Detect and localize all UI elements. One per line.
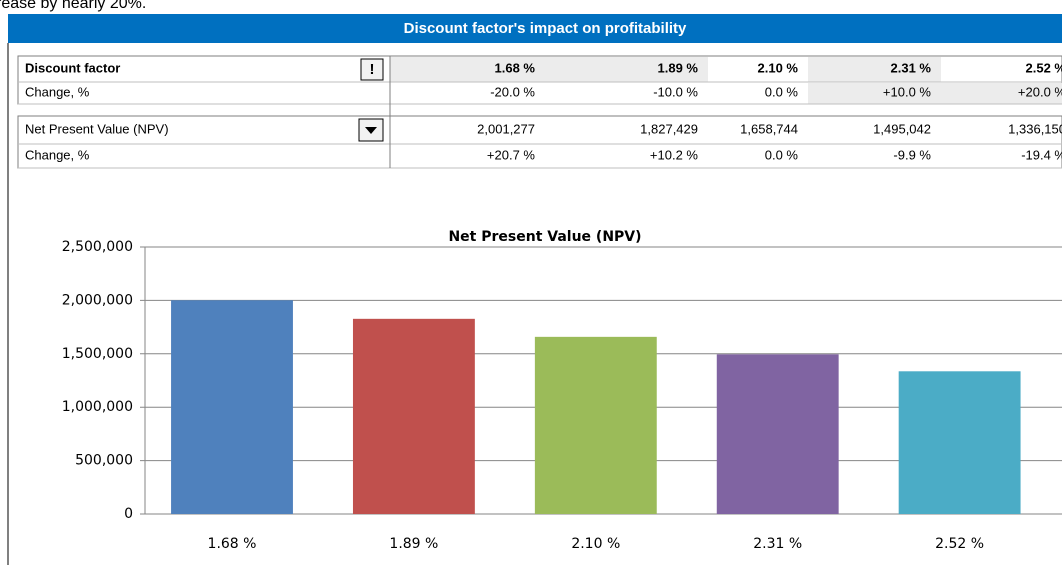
- cell: 0.0 %: [765, 147, 799, 162]
- cell: -20.0 %: [490, 84, 535, 99]
- y-tick-label: 1,500,000: [62, 346, 133, 362]
- cell: +20.7 %: [487, 147, 536, 162]
- cell-shade: [545, 57, 708, 82]
- table-bg-bottom: [17, 115, 1062, 169]
- row-label: Change, %: [25, 84, 90, 99]
- chart-title: Net Present Value (NPV): [448, 229, 641, 245]
- x-tick-label: 1.68 %: [208, 536, 257, 552]
- header-bar: [8, 14, 1062, 43]
- cell: +10.2 %: [650, 147, 699, 162]
- bar: [534, 336, 657, 514]
- cell: 1,336,150: [1008, 121, 1062, 136]
- cell: 2,001,277: [477, 121, 535, 136]
- chart: Net Present Value (NPV) 0 500,000 1,000,000…: [62, 229, 1062, 552]
- x-tick-label: 2.52 %: [935, 536, 984, 552]
- y-tick-label: 1,000,000: [62, 399, 133, 415]
- x-tick-label: 1.89 %: [389, 536, 438, 552]
- bar: [171, 300, 293, 514]
- cell: 2.52 %: [1026, 60, 1062, 75]
- y-tick-label: 2,500,000: [62, 239, 133, 255]
- cell: 0.0 %: [765, 84, 799, 99]
- header-title: Discount factor's impact on profitabilit…: [404, 20, 687, 37]
- cell: -19.4 %: [1021, 147, 1062, 162]
- info-button[interactable]: [360, 58, 384, 81]
- row-label: Change, %: [25, 147, 90, 162]
- cell: +20.0 %: [1018, 84, 1062, 99]
- cell-shade: [941, 83, 1062, 104]
- bar: [716, 354, 839, 514]
- cell: 1.89 %: [658, 60, 699, 75]
- cell: 1,495,042: [873, 121, 931, 136]
- intro-text: rease by nearly 20%.: [0, 0, 146, 12]
- cell: -10.0 %: [653, 84, 698, 99]
- cell: 1,658,744: [740, 121, 798, 136]
- cell: 2.31 %: [891, 60, 932, 75]
- dropdown-arrow: [365, 127, 377, 134]
- cell-shade: [390, 57, 545, 82]
- x-tick-label: 2.31 %: [753, 536, 802, 552]
- cell: -9.9 %: [893, 147, 931, 162]
- x-tick-label: 2.10 %: [571, 536, 620, 552]
- cell: 2.10 %: [758, 60, 799, 75]
- cell-shade: [808, 57, 941, 82]
- cell: 1,827,429: [640, 121, 698, 136]
- info-button-label: !: [370, 61, 375, 78]
- table: Discount factor 1.68 % 1.89 % 2.10 % 2.31 % 2…: [17, 55, 1062, 169]
- y-tick-label: 0: [124, 506, 133, 522]
- bar: [898, 371, 1021, 514]
- row-label: Net Present Value (NPV): [25, 121, 169, 136]
- row-label: Discount factor: [25, 60, 120, 75]
- cell-shade: [808, 83, 941, 104]
- y-tick-label: 500,000: [75, 453, 133, 469]
- y-tick-label: 2,000,000: [62, 292, 133, 308]
- cell: +10.0 %: [883, 84, 932, 99]
- cell: 1.68 %: [495, 60, 536, 75]
- bar: [352, 318, 475, 514]
